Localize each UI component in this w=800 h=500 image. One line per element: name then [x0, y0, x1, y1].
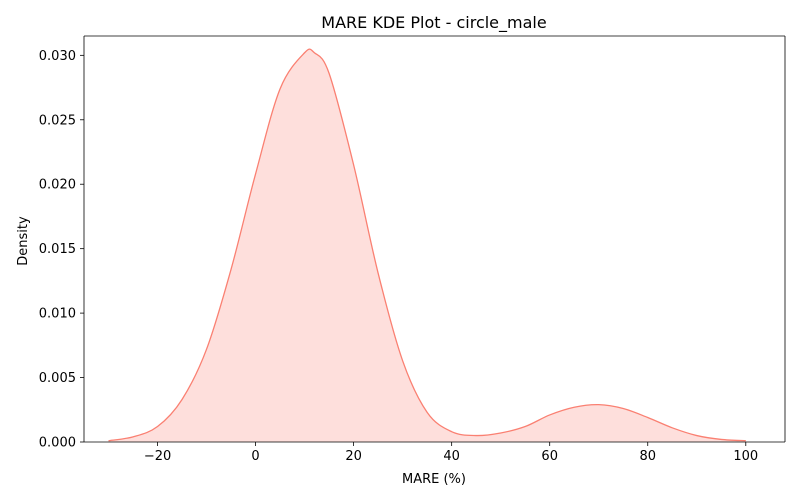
- y-tick-label: 0.015: [39, 242, 76, 257]
- chart-title: MARE KDE Plot - circle_male: [321, 13, 546, 33]
- y-tick-label: 0.000: [39, 436, 76, 451]
- x-axis-label: MARE (%): [402, 472, 466, 487]
- y-tick-label: 0.010: [39, 307, 76, 322]
- x-tick-label: 80: [639, 449, 656, 464]
- x-tick-label: 0: [251, 449, 259, 464]
- y-axis-label: Density: [16, 216, 31, 266]
- x-tick-label: 60: [541, 449, 558, 464]
- y-tick-label: 0.030: [39, 49, 76, 64]
- kde-area-fill: [108, 49, 746, 442]
- kde-density-line: [108, 48, 746, 442]
- x-tick-label: 20: [345, 449, 362, 464]
- x-tick-label: −20: [144, 449, 171, 464]
- y-tick-label: 0.025: [39, 113, 76, 128]
- y-tick-label: 0.005: [39, 371, 76, 386]
- y-tick-label: 0.020: [39, 178, 76, 193]
- x-tick-label: 40: [443, 449, 460, 464]
- x-tick-label: 100: [733, 449, 758, 464]
